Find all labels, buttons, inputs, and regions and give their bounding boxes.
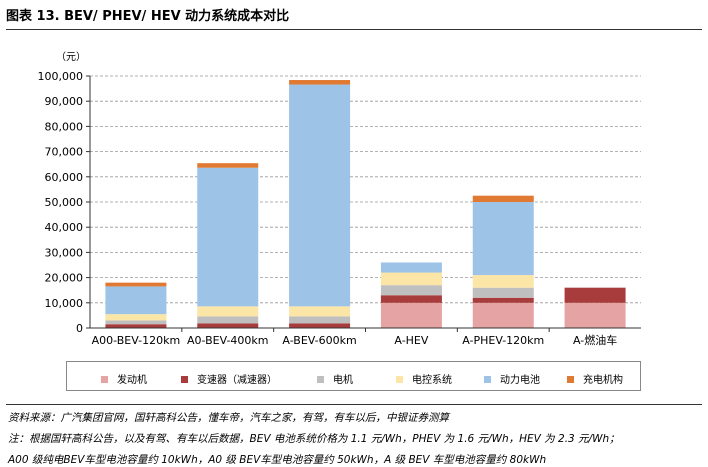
bar-segment bbox=[289, 316, 351, 324]
legend-item: 变速器（减速器） bbox=[181, 371, 277, 386]
y-tick-label: 100,000 bbox=[38, 70, 84, 83]
y-tick-label: 0 bbox=[76, 322, 83, 335]
tick-labels: 0 10,000 20,000 30,000 40,000 50,000 60,000 70,… bbox=[38, 70, 618, 347]
y-tick-label: 90,000 bbox=[45, 95, 84, 108]
bar-segment bbox=[197, 167, 259, 307]
bars bbox=[105, 80, 626, 328]
legend: 发动机 变速器（减速器） 电机 电控系统 动力电池 充电机构 bbox=[66, 361, 641, 391]
bar-segment bbox=[105, 314, 167, 321]
legend-swatch bbox=[101, 376, 108, 383]
footnote-line-1: 注：根据国轩高科公告，以及有驾、有车以后数据，BEV 电池系统价格为 1.1 元… bbox=[8, 433, 620, 445]
legend-label: 充电机构 bbox=[583, 375, 623, 386]
title-rule bbox=[6, 29, 702, 30]
legend-item: 发动机 bbox=[101, 371, 147, 386]
legend-label: 电机 bbox=[333, 375, 353, 386]
bar-segment bbox=[380, 302, 442, 328]
bar-segment bbox=[289, 323, 351, 328]
y-axis-unit: （元） bbox=[56, 52, 86, 63]
y-tick-label: 10,000 bbox=[45, 297, 84, 310]
bar-segment bbox=[472, 297, 534, 303]
bar-segment bbox=[289, 80, 351, 85]
y-tick-label: 40,000 bbox=[45, 221, 84, 234]
x-tick-label: A00-BEV-120km bbox=[92, 334, 181, 347]
x-tick-label: A-燃油车 bbox=[573, 333, 617, 347]
axes bbox=[86, 75, 641, 332]
bar-segment bbox=[472, 275, 534, 288]
bar-segment bbox=[380, 262, 442, 273]
legend-label: 动力电池 bbox=[500, 375, 540, 386]
x-tick-label: A-BEV-600km bbox=[282, 334, 356, 347]
bar-segment bbox=[472, 202, 534, 276]
legend-swatch bbox=[317, 376, 324, 383]
bar-segment bbox=[197, 323, 259, 328]
bar-segment bbox=[564, 287, 626, 303]
bar-segment bbox=[472, 287, 534, 298]
bar-segment bbox=[197, 316, 259, 324]
bar-segment bbox=[289, 84, 351, 307]
y-tick-label: 60,000 bbox=[45, 171, 84, 184]
bar-segment bbox=[472, 302, 534, 328]
figure-title: 图表 13. BEV/ PHEV/ HEV 动力系统成本对比 bbox=[6, 9, 290, 24]
bar-segment bbox=[289, 306, 351, 317]
y-tick-label: 20,000 bbox=[45, 272, 84, 285]
bar-segment bbox=[197, 163, 259, 168]
y-tick-label: 70,000 bbox=[45, 146, 84, 159]
x-tick-label: A-PHEV-120km bbox=[462, 334, 544, 347]
x-tick-label: A-HEV bbox=[394, 334, 428, 347]
source-rule bbox=[6, 404, 702, 405]
legend-item: 电控系统 bbox=[396, 371, 452, 386]
legend-item: 动力电池 bbox=[484, 371, 540, 386]
legend-swatch bbox=[396, 376, 403, 383]
bar-segment bbox=[197, 306, 259, 317]
y-tick-label: 80,000 bbox=[45, 120, 84, 133]
gridlines bbox=[90, 75, 641, 304]
y-tick-label: 30,000 bbox=[45, 246, 84, 259]
x-tick-label: A0-BEV-400km bbox=[187, 334, 269, 347]
bar-segment bbox=[564, 302, 626, 328]
legend-item: 充电机构 bbox=[567, 371, 623, 386]
bar-segment bbox=[105, 282, 167, 287]
legend-label: 变速器（减速器） bbox=[197, 375, 277, 386]
bar-segment bbox=[380, 295, 442, 303]
legend-label: 发动机 bbox=[117, 375, 147, 386]
bar-segment bbox=[380, 285, 442, 296]
source-note: 资料来源：广汽集团官网，国轩高科公告，懂车帝，汽车之家，有驾，有车以后，中银证券… bbox=[8, 412, 449, 424]
legend-swatch bbox=[484, 376, 491, 383]
legend-item: 电机 bbox=[317, 371, 353, 386]
bar-segment bbox=[105, 324, 167, 328]
bar-segment bbox=[105, 286, 167, 315]
legend-swatch bbox=[181, 376, 188, 383]
bar-segment bbox=[380, 272, 442, 286]
bar-segment bbox=[472, 195, 534, 202]
stacked-bar-chart: 0 10,000 20,000 30,000 40,000 50,000 60,000 70,… bbox=[38, 70, 641, 347]
y-tick-label: 50,000 bbox=[45, 196, 84, 209]
legend-label: 电控系统 bbox=[412, 375, 452, 386]
footnote-line-2: A00 级纯电BEV车型电池容量约 10kWh，A0 级 BEV车型电池容量约 … bbox=[8, 454, 547, 466]
legend-swatch bbox=[567, 376, 574, 383]
bar-segment bbox=[105, 320, 167, 325]
